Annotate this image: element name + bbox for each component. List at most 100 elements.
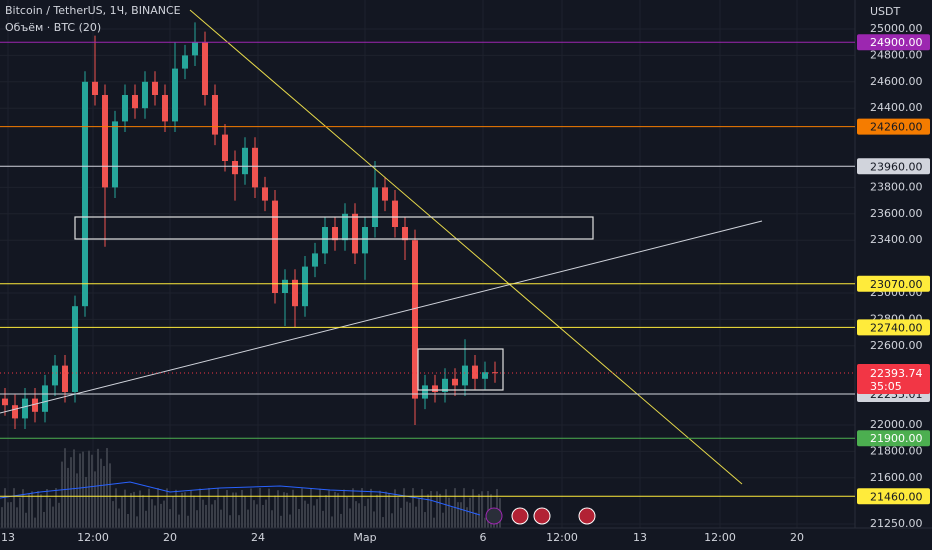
event-icon[interactable] [511,507,529,525]
level-tag [857,319,930,336]
volume-bar [208,488,210,528]
volume-bar [256,504,258,528]
y-tick-label: 24800.00 [870,48,923,61]
volume-bar [328,490,330,528]
volume-bar [25,512,27,528]
volume-bar [472,489,474,528]
candle-body [482,372,488,379]
volume-bar [13,488,15,528]
volume-bar [298,509,300,528]
range-box [417,348,504,391]
volume-bar [295,496,297,528]
candle-body [332,227,338,241]
volume-bar [166,488,168,528]
volume-bar [79,453,81,528]
candle-body [472,365,478,379]
x-tick-label: 6 [480,531,487,544]
candle-body [192,42,198,56]
candle-body [92,81,98,95]
candle-body [232,161,238,175]
volume-bar [226,490,228,528]
volume-bar [238,515,240,528]
trend-line [0,220,763,414]
volume-pane [1,448,501,528]
candle-body [202,42,208,95]
candle-body [382,187,388,201]
candle-body [302,266,308,307]
volume-bar [262,504,264,528]
volume-bar [55,488,57,528]
candle-body [42,385,48,412]
volume-bar [160,503,162,528]
volume-bar [67,467,69,528]
volume-bar [478,493,480,528]
volume-bar [178,514,180,528]
volume-bar [115,488,117,528]
volume-bar [448,497,450,528]
event-icon[interactable] [485,507,503,525]
volume-bar [268,488,270,528]
x-tick-label: 13 [1,531,15,544]
level-tag [857,275,930,292]
volume-bar [370,488,372,528]
volume-bar [349,508,351,528]
level-label: 23070.00 [870,278,923,291]
volume-bar [307,503,309,528]
volume-bar [427,494,429,528]
volume-bar [304,500,306,528]
candle-body [342,213,348,241]
volume-bar [454,488,456,528]
volume-bar [235,492,237,528]
volume-bar [46,488,48,528]
volume-bar [154,505,156,528]
volume-bar [43,511,45,528]
volume-bar [136,516,138,528]
candle-body [52,365,58,386]
volume-bar [289,514,291,528]
volume-bar [106,448,108,528]
volume-bar [433,517,435,528]
volume-bar [337,493,339,528]
level-label: 22740.00 [870,321,923,334]
volume-bar [64,448,66,528]
volume-bar [280,515,282,528]
x-tick-label: 13 [633,531,647,544]
volume-bar [7,502,9,528]
volume-ma [0,481,481,516]
volume-bar [232,492,234,528]
volume-bar [85,476,87,528]
volume-bar [88,450,90,528]
volume-bar [388,493,390,528]
volume-bar [283,492,285,528]
candle-body [62,365,68,392]
volume-bar [4,488,6,528]
volume-bar [355,501,357,528]
candle-body [2,398,8,406]
volume-bar [22,489,24,528]
y-tick-label: 22600.00 [870,339,923,352]
x-tick-label: 24 [251,531,265,544]
candle-body [122,95,128,122]
y-tick-label: 25000.00 [870,22,923,35]
volume-bar [475,512,477,528]
volume-bar [301,488,303,528]
volume-bar [31,491,33,528]
candle-body [152,81,158,95]
candle-body [362,227,368,254]
y-tick-label: 22000.00 [870,418,923,431]
event-icon[interactable] [578,507,596,525]
volume-bar [487,491,489,528]
volume-bar [445,489,447,528]
volume-bar [175,489,177,528]
level-label: 23960.00 [870,160,923,173]
event-icon[interactable] [533,507,551,525]
volume-bar [466,507,468,528]
volume-bar [163,500,165,528]
volume-bar [10,502,12,528]
volume-bar [358,503,360,528]
candle-body [72,306,78,392]
volume-bar [463,488,465,528]
volume-bar [481,491,483,528]
